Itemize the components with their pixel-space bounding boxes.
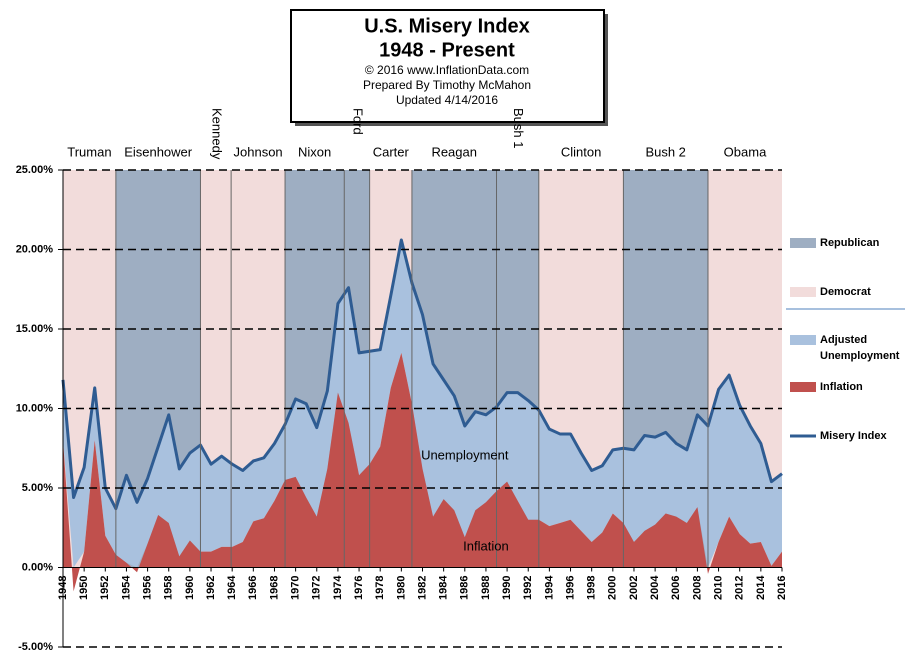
x-tick-label: 1978 bbox=[374, 576, 386, 600]
y-tick-label: 0.00% bbox=[22, 561, 53, 573]
president-label: Reagan bbox=[431, 144, 477, 159]
x-tick-label: 1960 bbox=[184, 576, 196, 600]
area bbox=[63, 239, 782, 568]
president-label: Bush 2 bbox=[645, 144, 685, 159]
x-tick-label: 1994 bbox=[543, 575, 555, 600]
president-label: Kennedy bbox=[209, 108, 224, 160]
president-label: Obama bbox=[724, 144, 767, 159]
legend-swatch bbox=[790, 382, 816, 392]
y-tick-label: 20.00% bbox=[16, 243, 54, 255]
x-tick-label: 2000 bbox=[607, 576, 619, 600]
x-tick-label: 1986 bbox=[459, 576, 471, 600]
chart-title: U.S. Misery Index bbox=[364, 15, 530, 37]
president-label: Johnson bbox=[234, 144, 283, 159]
x-tick-label: 1952 bbox=[99, 576, 111, 600]
x-tick-label: 1980 bbox=[395, 576, 407, 600]
x-tick-label: 1970 bbox=[290, 576, 302, 600]
chart-subtitle: 1948 - Present bbox=[379, 39, 515, 61]
credit: Updated 4/14/2016 bbox=[396, 93, 498, 107]
president-label: Nixon bbox=[298, 144, 331, 159]
legend-swatch bbox=[790, 238, 816, 248]
legend-label: Republican bbox=[820, 237, 880, 249]
x-tick-label: 2006 bbox=[670, 576, 682, 600]
plot-area: Truman Eisenhower Kennedy Johnson Nixon Ford C… bbox=[61, 108, 783, 592]
x-tick-label: 1956 bbox=[141, 576, 153, 600]
president-label: Ford bbox=[351, 108, 366, 135]
president-label: Bush 1 bbox=[511, 108, 526, 148]
x-tick-label: 1976 bbox=[353, 576, 365, 600]
x-tick-label: 2002 bbox=[628, 576, 640, 600]
line bbox=[61, 238, 783, 511]
x-tick-label: 2016 bbox=[776, 576, 788, 600]
legend-label: Misery Index bbox=[820, 430, 888, 442]
president-label: Clinton bbox=[561, 144, 601, 159]
x-tick-label: 1966 bbox=[247, 576, 259, 600]
x-tick-label: 2008 bbox=[691, 576, 703, 600]
legend-label: Adjusted Unemployment bbox=[820, 334, 900, 362]
x-tick-label: 1954 bbox=[120, 575, 132, 600]
legend-swatch bbox=[790, 287, 816, 297]
x-tick-label: 1996 bbox=[564, 576, 576, 600]
y-tick-label: 25.00% bbox=[16, 164, 54, 176]
x-tick-label: 1972 bbox=[311, 576, 323, 600]
y-tick-label: 15.00% bbox=[16, 323, 54, 335]
x-tick-label: 1948 bbox=[57, 576, 69, 600]
x-tick-label: 2010 bbox=[712, 576, 724, 600]
annotation: Inflation bbox=[463, 538, 509, 553]
y-tick-label: 5.00% bbox=[22, 482, 53, 494]
x-tick-label: 1988 bbox=[480, 576, 492, 600]
president-label: Truman bbox=[67, 144, 111, 159]
x-tick-label: 1964 bbox=[226, 575, 238, 600]
x-tick-label: 1998 bbox=[586, 576, 598, 600]
x-tick-label: 1992 bbox=[522, 576, 534, 600]
y-tick-label: 10.00% bbox=[16, 402, 54, 414]
x-tick-label: 1958 bbox=[163, 576, 175, 600]
credit: Prepared By Timothy McMahon bbox=[363, 78, 531, 92]
x-tick-label: 1968 bbox=[268, 576, 280, 600]
title-box bbox=[290, 9, 605, 123]
area bbox=[63, 352, 782, 592]
annotation: Unemployment bbox=[421, 448, 509, 463]
x-tick-label: 1984 bbox=[438, 575, 450, 600]
legend-swatch bbox=[790, 335, 816, 345]
x-tick-label: 1962 bbox=[205, 576, 217, 600]
x-tick-label: 2012 bbox=[734, 576, 746, 600]
president-label: Carter bbox=[373, 144, 410, 159]
legend-label: Inflation bbox=[820, 381, 863, 393]
x-tick-label: 1982 bbox=[416, 576, 428, 600]
x-tick-label: 2014 bbox=[755, 575, 767, 600]
president-label: Eisenhower bbox=[124, 144, 193, 159]
x-tick-label: 2004 bbox=[649, 575, 661, 600]
x-tick-label: 1974 bbox=[332, 575, 344, 600]
credit: © 2016 www.InflationData.com bbox=[365, 63, 529, 77]
x-tick-label: 1950 bbox=[78, 576, 90, 600]
y-tick-label: -5.00% bbox=[18, 641, 53, 653]
legend-label: Democrat bbox=[820, 286, 871, 298]
x-tick-label: 1990 bbox=[501, 576, 513, 600]
